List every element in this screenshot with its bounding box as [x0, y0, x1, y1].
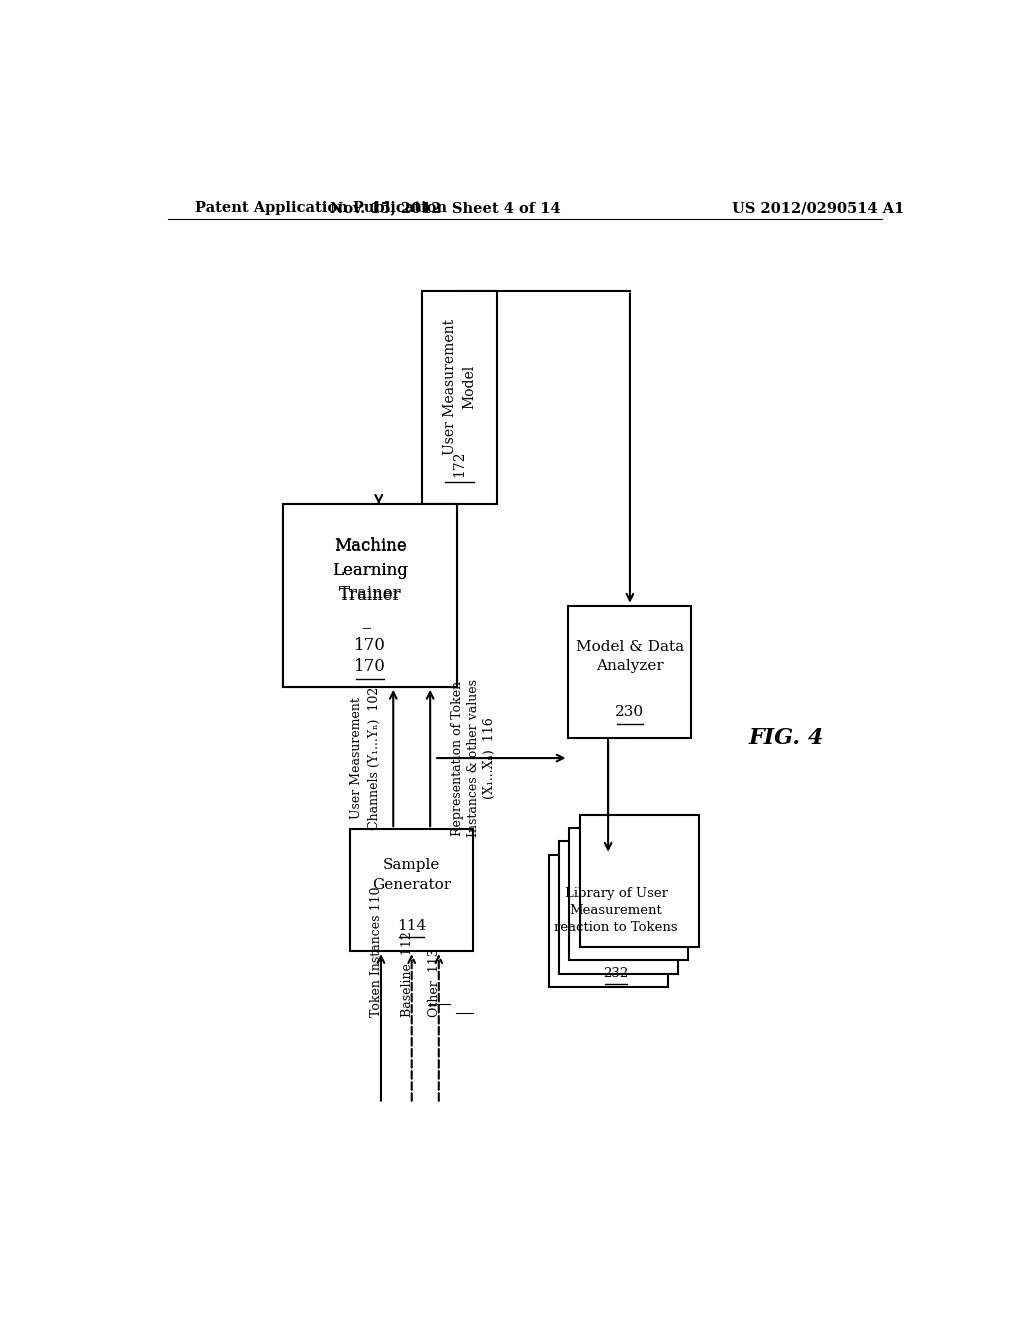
- Text: Other  113: Other 113: [428, 949, 441, 1018]
- Bar: [580, 814, 698, 948]
- Text: US 2012/0290514 A1: US 2012/0290514 A1: [732, 201, 904, 215]
- Text: Library of User
Measurement
reaction to Tokens: Library of User Measurement reaction to …: [554, 887, 678, 935]
- Text: Representation of Token
Instances & other values
(X₁...Xₙ)  116: Representation of Token Instances & othe…: [452, 678, 497, 837]
- Bar: [549, 854, 668, 987]
- Text: Model & Data
Analyzer: Model & Data Analyzer: [575, 640, 684, 673]
- Text: FIG. 4: FIG. 4: [749, 727, 824, 748]
- Bar: [559, 841, 678, 974]
- Text: 170: 170: [354, 659, 386, 675]
- Bar: [350, 829, 473, 952]
- Text: User Measurement
Channels (Y₁...Yₙ)  102: User Measurement Channels (Y₁...Yₙ) 102: [350, 686, 381, 830]
- Text: User Measurement
Model: User Measurement Model: [442, 319, 476, 455]
- Bar: [568, 606, 691, 738]
- Bar: [283, 504, 458, 686]
- Text: Token Instances 110: Token Instances 110: [371, 887, 384, 1018]
- Bar: [283, 504, 458, 686]
- Text: Baseline  112: Baseline 112: [401, 932, 415, 1018]
- Text: Machine
Learning
Trainer
̲
170: Machine Learning Trainer ̲ 170: [332, 537, 408, 653]
- Text: Patent Application Publication: Patent Application Publication: [196, 201, 447, 215]
- Bar: [569, 828, 688, 961]
- Text: Machine
Learning
Trainer: Machine Learning Trainer: [332, 539, 408, 602]
- Text: 172: 172: [453, 450, 466, 477]
- Text: 114: 114: [397, 919, 426, 933]
- Text: 232: 232: [603, 968, 629, 979]
- Text: Sample
Generator: Sample Generator: [372, 858, 452, 892]
- Bar: [422, 290, 497, 504]
- Text: 230: 230: [615, 705, 644, 719]
- Text: Nov. 15, 2012  Sheet 4 of 14: Nov. 15, 2012 Sheet 4 of 14: [330, 201, 561, 215]
